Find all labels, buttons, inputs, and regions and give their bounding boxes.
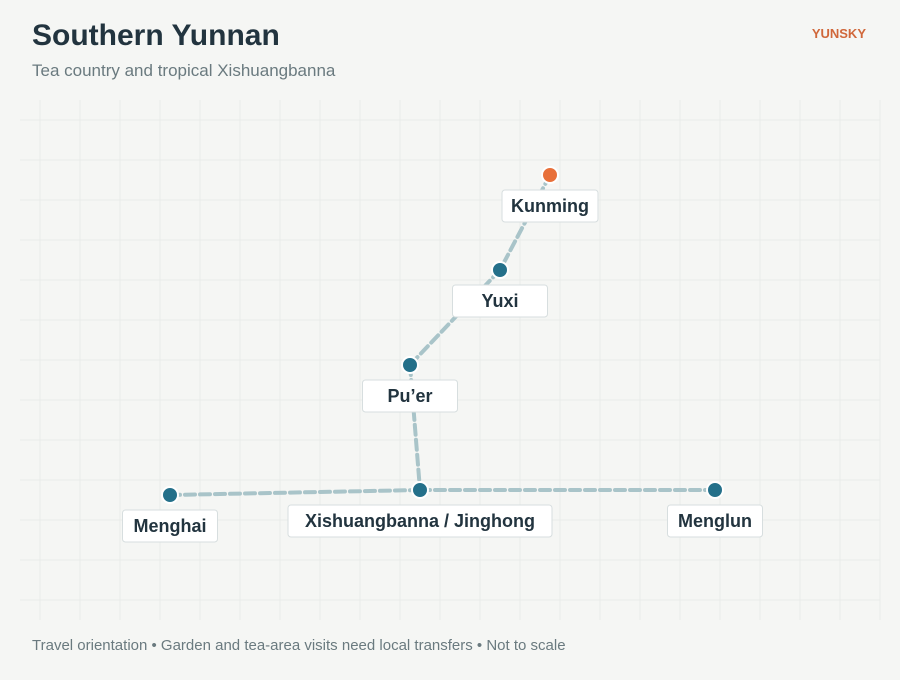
label-box <box>362 379 458 413</box>
node-label: Xishuangbanna / Jinghong <box>305 511 535 531</box>
label-box <box>501 189 599 223</box>
subtitle: Tea country and tropical Xishuangbanna <box>32 61 336 80</box>
route-line <box>168 488 422 497</box>
grid <box>20 100 881 620</box>
node-dot <box>541 166 559 184</box>
node-label: Menghai <box>133 516 206 536</box>
node-dot <box>411 481 429 499</box>
node-label: Yuxi <box>481 291 518 311</box>
label-box <box>667 504 763 538</box>
node-label: Pu’er <box>387 386 432 406</box>
label-box <box>122 509 218 543</box>
node-dot <box>161 486 179 504</box>
label-box <box>287 504 553 538</box>
title: Southern Yunnan <box>32 19 280 52</box>
node-label: Menglun <box>678 511 752 531</box>
node-dot <box>491 261 509 279</box>
routes <box>168 173 717 497</box>
node-dot <box>401 356 419 374</box>
footer-note: Travel orientation • Garden and tea-area… <box>32 637 566 654</box>
node-label: Kunming <box>511 196 589 216</box>
nodes: Kunming Yuxi Pu’er Xishuangbanna / Jinghong… <box>122 166 763 543</box>
node-dot <box>706 481 724 499</box>
label-box <box>452 284 548 318</box>
brand: YUNSKY <box>812 26 867 41</box>
